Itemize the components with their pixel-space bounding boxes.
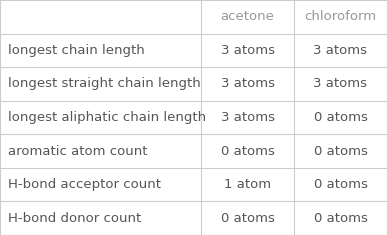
Text: 0 atoms: 0 atoms	[313, 111, 367, 124]
Text: longest chain length: longest chain length	[8, 44, 144, 57]
Text: longest straight chain length: longest straight chain length	[8, 77, 200, 90]
Text: 3 atoms: 3 atoms	[221, 77, 275, 90]
Text: 1 atom: 1 atom	[224, 178, 271, 191]
Text: 0 atoms: 0 atoms	[313, 145, 367, 158]
Text: aromatic atom count: aromatic atom count	[8, 145, 147, 158]
Text: longest aliphatic chain length: longest aliphatic chain length	[8, 111, 206, 124]
Text: 0 atoms: 0 atoms	[221, 212, 274, 225]
Text: 3 atoms: 3 atoms	[313, 44, 368, 57]
Text: H-bond donor count: H-bond donor count	[8, 212, 141, 225]
Text: 3 atoms: 3 atoms	[221, 44, 275, 57]
Text: 0 atoms: 0 atoms	[221, 145, 274, 158]
Text: 3 atoms: 3 atoms	[313, 77, 368, 90]
Text: 3 atoms: 3 atoms	[221, 111, 275, 124]
Text: 0 atoms: 0 atoms	[313, 212, 367, 225]
Text: acetone: acetone	[221, 10, 274, 23]
Text: H-bond acceptor count: H-bond acceptor count	[8, 178, 161, 191]
Text: chloroform: chloroform	[305, 10, 377, 23]
Text: 0 atoms: 0 atoms	[313, 178, 367, 191]
